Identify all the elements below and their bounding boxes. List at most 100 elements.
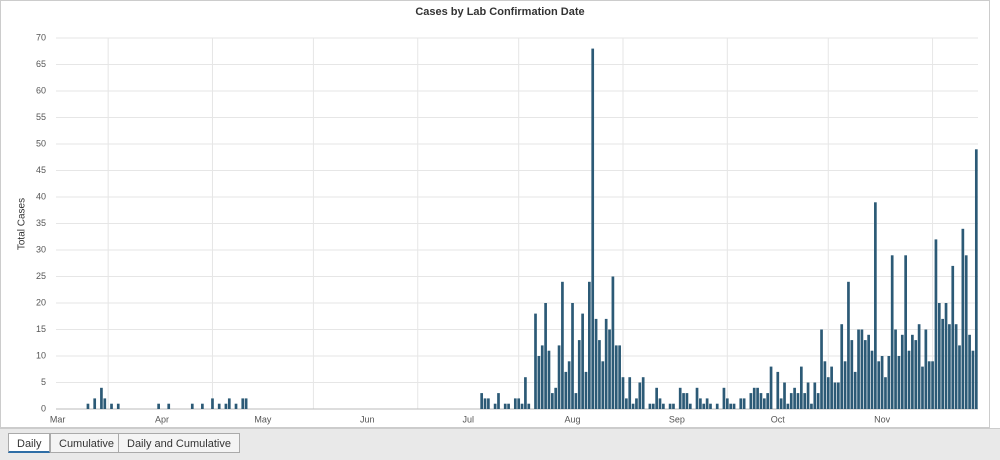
y-tick-label: 25 (36, 271, 46, 281)
bar (244, 398, 248, 409)
bar (779, 398, 783, 409)
bar (557, 345, 561, 409)
bar (786, 403, 790, 409)
bar (591, 48, 595, 409)
bar (547, 350, 551, 409)
bar (931, 361, 934, 409)
bar (507, 403, 510, 409)
bar (537, 356, 541, 409)
bar (793, 387, 796, 409)
bar (577, 340, 581, 409)
bar (749, 393, 753, 409)
y-tick-label: 10 (36, 350, 46, 360)
bar (830, 366, 833, 409)
bar (863, 340, 867, 409)
tab-bar: Daily Cumulative Daily and Cumulative (0, 428, 1000, 460)
bar (853, 371, 857, 409)
chart: Cases by Lab Confirmation Date Total Cas… (0, 0, 990, 428)
bar (598, 340, 601, 409)
bar (705, 398, 709, 409)
bar (480, 393, 484, 409)
bar (799, 366, 803, 409)
bar (487, 398, 490, 409)
bar (880, 356, 884, 409)
tab[interactable]: Daily (8, 433, 51, 453)
bar (618, 345, 621, 409)
chart-title: Cases by Lab Confirmation Date (415, 6, 584, 18)
bar (739, 398, 743, 409)
bar (941, 318, 945, 409)
bar (789, 393, 793, 409)
bar (752, 387, 756, 409)
bar (635, 398, 638, 409)
bar (914, 340, 918, 409)
bar (810, 403, 813, 409)
bar (702, 403, 706, 409)
bar (668, 403, 672, 409)
bar (571, 303, 574, 409)
bar (167, 403, 171, 409)
bar (588, 281, 591, 409)
bar (100, 387, 103, 409)
bar (968, 334, 971, 409)
bar (823, 361, 827, 409)
bar (900, 334, 904, 409)
bar (756, 387, 759, 409)
bar (847, 281, 850, 409)
bar (638, 382, 642, 409)
bar (574, 393, 578, 409)
bar (907, 350, 911, 409)
bar (843, 361, 847, 409)
bar (725, 398, 729, 409)
bar (766, 393, 770, 409)
bar (813, 382, 817, 409)
bar (527, 403, 531, 409)
bar (709, 403, 712, 409)
bar (806, 382, 810, 409)
bar (857, 329, 860, 409)
x-tick-label: Aug (565, 414, 581, 424)
x-tick-label: Apr (155, 414, 169, 424)
bar (625, 398, 628, 409)
bar (234, 403, 238, 409)
y-tick-label: 5 (41, 377, 46, 387)
bar (695, 387, 699, 409)
bar (937, 303, 941, 409)
bar (157, 403, 160, 409)
bar (911, 334, 914, 409)
bar (762, 398, 766, 409)
bar (894, 329, 897, 409)
bar (820, 329, 823, 409)
y-tick-label: 20 (36, 297, 46, 307)
bar (524, 377, 527, 409)
bar (826, 377, 830, 409)
y-tick-label: 60 (36, 85, 46, 95)
y-tick-label: 45 (36, 165, 46, 175)
tab[interactable]: Cumulative (50, 433, 124, 453)
bar (870, 350, 874, 409)
x-tick-label: Jul (462, 414, 474, 424)
y-tick-label: 70 (36, 32, 46, 42)
bar (796, 393, 800, 409)
bar (890, 255, 894, 409)
bar (224, 403, 228, 409)
bar (927, 361, 931, 409)
bar (550, 393, 554, 409)
bar (769, 366, 773, 409)
bar (924, 329, 928, 409)
bar (631, 403, 635, 409)
x-tick-label: May (254, 414, 272, 424)
x-tick-label: Mar (50, 414, 66, 424)
tab[interactable]: Daily and Cumulative (118, 433, 240, 453)
bar (958, 345, 961, 409)
bar (904, 255, 907, 409)
bar (567, 361, 571, 409)
bar (561, 281, 564, 409)
bar (190, 403, 194, 409)
bar (211, 398, 214, 409)
bar (581, 313, 584, 409)
x-tick-label: Jun (360, 414, 375, 424)
bar (917, 324, 921, 409)
bar (601, 361, 605, 409)
bar (678, 387, 682, 409)
